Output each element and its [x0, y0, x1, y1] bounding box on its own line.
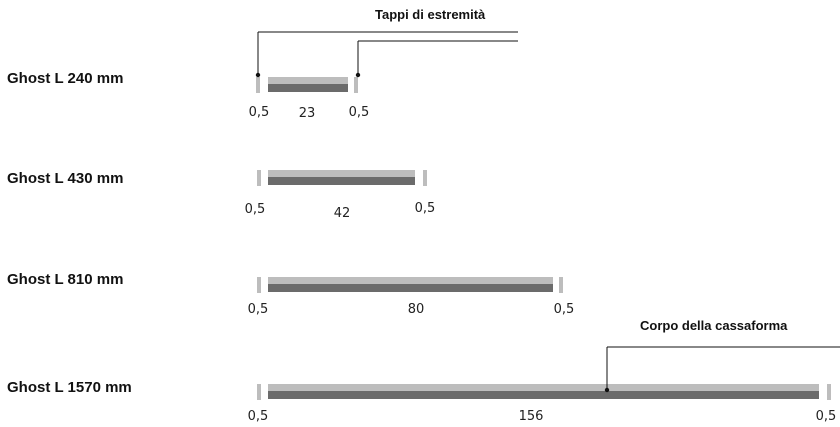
end-caps-callout: Tappi di estremità	[375, 7, 486, 22]
end-cap-right	[423, 170, 427, 186]
dim-middle-240: 23	[298, 106, 316, 121]
dim-left-240: 0,5	[248, 105, 270, 120]
dim-right-240: 0,5	[348, 105, 370, 120]
end-cap-left	[257, 384, 261, 400]
dim-middle-1570: 156	[518, 409, 544, 424]
dim-left-430: 0,5	[244, 202, 266, 217]
formwork-body-dark	[268, 177, 415, 185]
body-callout: Corpo della cassaforma	[640, 318, 788, 333]
formwork-body-light	[268, 277, 553, 284]
dim-right-810: 0,5	[553, 302, 575, 317]
end-cap-right	[827, 384, 831, 400]
formwork-body-light	[268, 384, 819, 391]
formwork-body-light	[268, 77, 348, 84]
row-title-810: Ghost L 810 mm	[7, 271, 124, 288]
leader-dot	[255, 72, 261, 78]
row-240-graphic	[256, 77, 358, 93]
formwork-body-dark	[268, 391, 819, 399]
row-title-240: Ghost L 240 mm	[7, 70, 124, 87]
dim-right-1570: 0,5	[815, 409, 837, 424]
dim-middle-810: 80	[407, 302, 425, 317]
formwork-body-dark	[268, 284, 553, 292]
leader-dot	[604, 387, 610, 393]
body-leader	[606, 346, 840, 390]
dim-middle-430: 42	[333, 206, 351, 221]
end-cap-left	[257, 277, 261, 293]
row-810-graphic	[257, 277, 563, 293]
end-cap-left	[256, 77, 260, 93]
leader-dot	[355, 72, 361, 78]
dim-left-1570: 0,5	[247, 409, 269, 424]
row-title-1570: Ghost L 1570 mm	[7, 379, 132, 396]
row-title-430: Ghost L 430 mm	[7, 170, 124, 187]
dim-left-810: 0,5	[247, 302, 269, 317]
dim-right-430: 0,5	[414, 201, 436, 216]
row-430-graphic	[257, 170, 427, 186]
end-cap-right	[559, 277, 563, 293]
formwork-body-light	[268, 170, 415, 177]
end-caps-leader	[257, 31, 518, 75]
formwork-body-dark	[268, 84, 348, 92]
row-1570-graphic	[257, 384, 831, 400]
end-cap-left	[257, 170, 261, 186]
end-cap-right	[354, 77, 358, 93]
